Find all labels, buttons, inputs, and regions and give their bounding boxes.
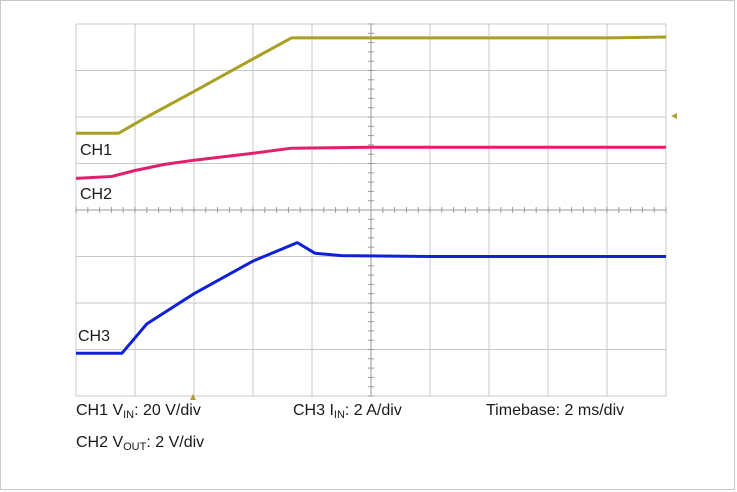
- trigger-position-marker: [190, 394, 196, 400]
- plot-grid: [75, 23, 667, 397]
- ch1-label: CH1: [80, 142, 112, 159]
- plot-traces: [75, 35, 667, 355]
- ch3-scale-caption: CH3 IIN: 2 A/div: [293, 402, 402, 421]
- ch3-label: CH3: [78, 328, 110, 345]
- ch1-trace: [76, 35, 667, 135]
- timebase-caption: Timebase: 2 ms/div: [486, 402, 625, 419]
- ch1-scale-caption: CH1 VIN: 20 V/div: [76, 402, 201, 421]
- ch2-label: CH2: [80, 186, 112, 203]
- trigger-level-marker: [671, 113, 677, 119]
- ch2-trace: [75, 145, 666, 180]
- ch3-trace: [76, 241, 666, 355]
- ch2-scale-caption: CH2 VOUT: 2 V/div: [76, 434, 205, 453]
